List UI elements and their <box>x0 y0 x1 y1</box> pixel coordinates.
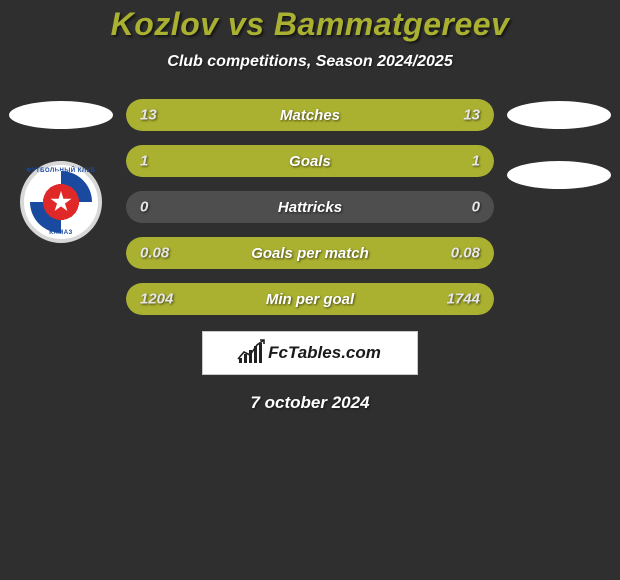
right-club-placeholder <box>507 161 611 189</box>
stat-row: 1 Goals 1 <box>126 145 494 177</box>
stat-label: Goals <box>289 153 331 170</box>
star-icon <box>50 191 72 213</box>
right-side <box>504 99 614 315</box>
brand-chart-icon <box>239 343 262 363</box>
stat-value-left: 0.08 <box>140 245 169 262</box>
stat-value-right: 1744 <box>447 291 480 308</box>
left-side: ФУТБОЛЬНЫЙ КЛУБ КАМАЗ <box>6 99 116 315</box>
stat-label: Min per goal <box>266 291 354 308</box>
club-ring-bottom: КАМАЗ <box>24 230 98 236</box>
stat-value-left: 1 <box>140 153 148 170</box>
stat-fill-left <box>126 145 310 177</box>
stat-row: 1204 Min per goal 1744 <box>126 283 494 315</box>
brand-text: FcTables.com <box>268 343 381 363</box>
footer-date: 7 october 2024 <box>0 393 620 413</box>
stat-value-left: 13 <box>140 107 157 124</box>
stat-value-right: 13 <box>463 107 480 124</box>
stat-bars: 13 Matches 13 1 Goals 1 0 Hattricks 0 0.08 Goals p… <box>116 99 504 315</box>
stat-row: 13 Matches 13 <box>126 99 494 131</box>
stat-row: 0.08 Goals per match 0.08 <box>126 237 494 269</box>
stat-value-left: 1204 <box>140 291 173 308</box>
page-subtitle: Club competitions, Season 2024/2025 <box>0 53 620 71</box>
stat-label: Matches <box>280 107 340 124</box>
stat-label: Hattricks <box>278 199 342 216</box>
stat-value-right: 1 <box>472 153 480 170</box>
club-inner <box>30 171 92 233</box>
page-title: Kozlov vs Bammatgereev <box>0 6 620 43</box>
left-player-placeholder <box>9 101 113 129</box>
stat-value-right: 0 <box>472 199 480 216</box>
brand-box[interactable]: FcTables.com <box>202 331 418 375</box>
stat-label: Goals per match <box>251 245 369 262</box>
stat-fill-right <box>310 145 494 177</box>
stat-row: 0 Hattricks 0 <box>126 191 494 223</box>
comparison-layout: ФУТБОЛЬНЫЙ КЛУБ КАМАЗ 13Matches131Goals1… <box>0 99 620 315</box>
stat-value-right: 0.08 <box>451 245 480 262</box>
left-club-badge: ФУТБОЛЬНЫЙ КЛУБ КАМАЗ <box>20 161 102 243</box>
right-player-placeholder <box>507 101 611 129</box>
stat-value-left: 0 <box>140 199 148 216</box>
